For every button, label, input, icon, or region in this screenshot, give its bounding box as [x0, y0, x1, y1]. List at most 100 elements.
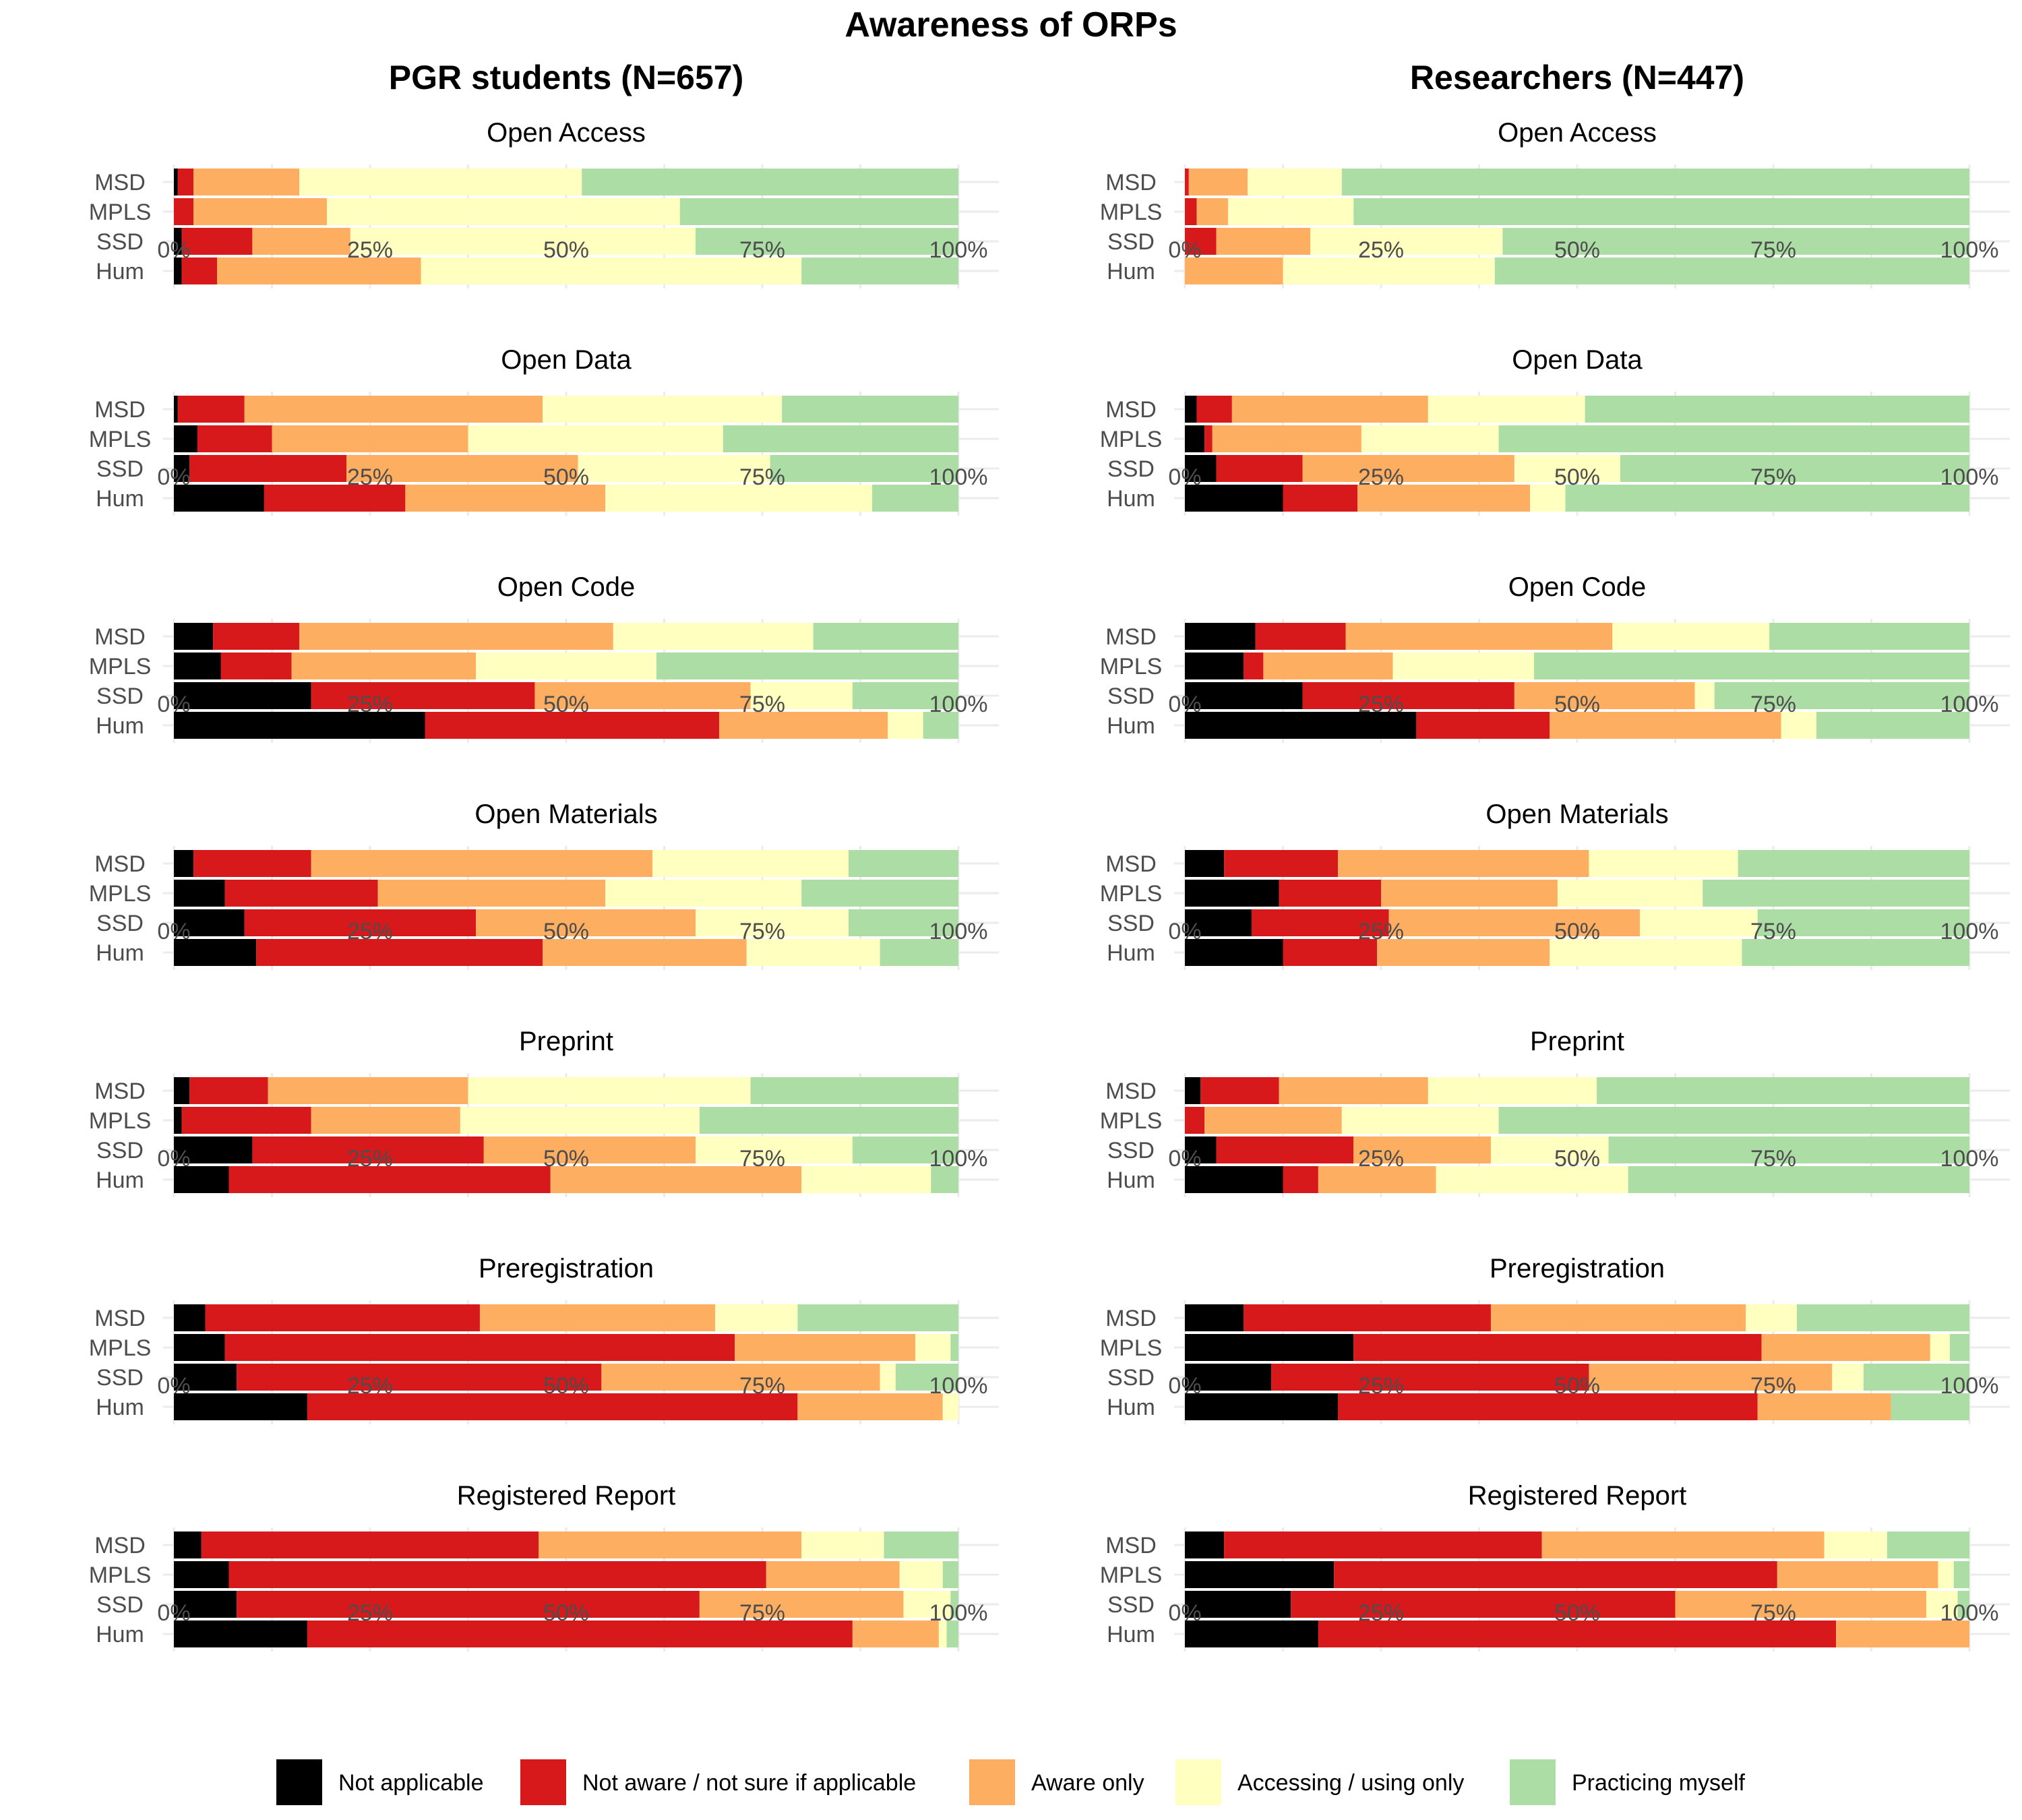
bar-segment-mpls-not-applicable	[1185, 425, 1205, 452]
bar-segment-ssd-not-applicable	[174, 909, 245, 936]
bar-segment-ssd-accessing-using-only	[696, 1136, 853, 1163]
x-tick-label: 25%	[1358, 1600, 1404, 1626]
legend-item-not-aware-not-sure-if-applicable: Not aware / not sure if applicable	[520, 1759, 916, 1805]
category-label: Hum	[1107, 1167, 1155, 1193]
bar-segment-msd-practicing-myself	[1796, 1304, 1969, 1331]
bar-segment-mpls-practicing-myself	[1498, 1107, 1969, 1134]
category-label: MSD	[94, 397, 146, 423]
bar-segment-mpls-not-aware-not-sure-if-applicable	[220, 653, 292, 679]
x-tick-label: 50%	[1554, 1600, 1600, 1626]
x-tick-label: 0%	[1168, 919, 1201, 944]
category-label: Hum	[96, 259, 144, 284]
x-tick-label: 100%	[929, 1600, 988, 1626]
legend-label: Not applicable	[338, 1770, 483, 1796]
bar-segment-ssd-accessing-using-only	[903, 1591, 951, 1618]
x-tick-label: 50%	[543, 464, 589, 490]
bar-segment-msd-practicing-myself	[1341, 169, 1969, 195]
bar-segment-hum-not-aware-not-sure-if-applicable	[1283, 939, 1378, 966]
bar-segment-ssd-practicing-myself	[1620, 455, 1969, 482]
bar-segment-hum-not-applicable	[174, 939, 257, 966]
bar-segment-hum-not-applicable	[174, 712, 425, 739]
bar-segment-hum-aware-only	[217, 257, 421, 284]
x-tick-label: 100%	[1940, 464, 1999, 490]
category-label: MPLS	[89, 881, 152, 907]
bar-segment-msd-not-aware-not-sure-if-applicable	[201, 1531, 539, 1558]
x-tick-label: 50%	[543, 919, 589, 944]
category-label: MSD	[94, 1533, 146, 1558]
category-label: SSD	[1107, 1138, 1155, 1163]
panel-open-access-pgr: Open Access MSD MPLS SSD Hum 0% 25% 50% 75% 100%	[89, 118, 999, 289]
legend-swatch	[1175, 1759, 1221, 1805]
bar-segment-ssd-not-aware-not-sure-if-applicable	[1216, 1136, 1354, 1163]
panel-open-materials-researchers: Open Materials MSD MPLS SSD Hum 0% 25% 50% 75% 10…	[1100, 799, 2010, 970]
bar-segment-msd-practicing-myself	[849, 850, 958, 877]
category-label: SSD	[96, 229, 144, 255]
x-tick-label: 100%	[929, 1146, 988, 1172]
panel-title: Preregistration	[1490, 1254, 1665, 1283]
x-tick-label: 75%	[1750, 1146, 1796, 1172]
x-tick-label: 25%	[1358, 1146, 1404, 1172]
x-tick-label: 25%	[1358, 1373, 1404, 1399]
bar-segment-ssd-accessing-using-only	[1640, 909, 1758, 936]
bar-segment-ssd-not-aware-not-sure-if-applicable	[1302, 682, 1514, 709]
category-label: Hum	[96, 1395, 144, 1420]
bar-segment-hum-accessing-using-only	[942, 1393, 958, 1420]
bar-segment-ssd-not-applicable	[1185, 455, 1217, 482]
category-label: Hum	[1107, 713, 1155, 739]
bar-segment-hum-aware-only	[797, 1393, 943, 1420]
x-tick-label: 25%	[1358, 464, 1404, 490]
x-tick-label: 100%	[1940, 919, 1999, 944]
category-label: MPLS	[89, 200, 152, 225]
bar-segment-hum-aware-only	[718, 712, 888, 739]
bar-segment-msd-not-applicable	[174, 169, 178, 195]
bar-segment-mpls-aware-only	[735, 1334, 915, 1361]
bar-segment-ssd-not-aware-not-sure-if-applicable	[1271, 1364, 1589, 1391]
category-label: Hum	[96, 940, 144, 966]
x-tick-label: 50%	[1554, 692, 1600, 717]
bar-segment-ssd-aware-only	[534, 682, 751, 709]
bar-segment-hum-practicing-myself	[880, 939, 958, 966]
x-tick-label: 25%	[1358, 919, 1404, 944]
bar-segment-mpls-practicing-myself	[679, 198, 958, 225]
x-tick-label: 50%	[543, 1373, 589, 1399]
bar-segment-mpls-practicing-myself	[1953, 1561, 1969, 1588]
bar-segment-ssd-not-applicable	[174, 1364, 237, 1391]
panel-preregistration-pgr: Preregistration MSD MPLS SSD Hum 0% 25% 50% 75% 1…	[89, 1254, 999, 1424]
bar-segment-msd-practicing-myself	[582, 169, 958, 195]
bar-segment-msd-aware-only	[193, 169, 300, 195]
bar-segment-msd-practicing-myself	[1887, 1531, 1969, 1558]
bar-segment-ssd-aware-only	[1589, 1364, 1833, 1391]
bar-segment-ssd-aware-only	[1302, 455, 1514, 482]
bar-segment-msd-practicing-myself	[884, 1531, 958, 1558]
bar-segment-hum-not-applicable	[1185, 1166, 1283, 1193]
bar-segment-msd-accessing-using-only	[1589, 850, 1738, 877]
bar-segment-hum-aware-only	[1377, 939, 1550, 966]
bar-segment-mpls-aware-only	[1761, 1334, 1930, 1361]
panel-preregistration-researchers: Preregistration MSD MPLS SSD Hum 0% 25% 50% 75% 1…	[1100, 1254, 2010, 1424]
bar-segment-mpls-aware-only	[1777, 1561, 1938, 1588]
bar-segment-msd-accessing-using-only	[1428, 1077, 1597, 1104]
x-tick-label: 25%	[347, 1600, 393, 1626]
panel-open-access-researchers: Open Access MSD MPLS SSD Hum 0% 25% 50% 75% 100%	[1100, 118, 2010, 289]
bar-segment-msd-not-applicable	[174, 396, 178, 423]
bar-segment-mpls-aware-only	[1381, 880, 1558, 907]
bar-segment-hum-not-applicable	[174, 257, 182, 284]
x-tick-label: 100%	[1940, 692, 1999, 717]
bar-segment-mpls-aware-only	[377, 880, 606, 907]
bar-segment-mpls-accessing-using-only	[1938, 1561, 1954, 1588]
bar-segment-msd-aware-only	[1188, 169, 1248, 195]
bar-segment-mpls-not-aware-not-sure-if-applicable	[1353, 1334, 1762, 1361]
x-tick-label: 75%	[1750, 692, 1796, 717]
x-tick-label: 0%	[157, 692, 190, 717]
category-label: MPLS	[89, 1335, 152, 1361]
bar-segment-msd-accessing-using-only	[715, 1304, 798, 1331]
x-tick-label: 75%	[1750, 1600, 1796, 1626]
category-label: SSD	[96, 456, 144, 482]
panel-title: Preregistration	[479, 1254, 654, 1283]
bar-segment-hum-not-applicable	[1185, 712, 1417, 739]
bar-segment-hum-not-applicable	[174, 485, 264, 512]
bar-segment-mpls-not-aware-not-sure-if-applicable	[1334, 1561, 1777, 1588]
panel-title: Registered Report	[457, 1481, 676, 1511]
